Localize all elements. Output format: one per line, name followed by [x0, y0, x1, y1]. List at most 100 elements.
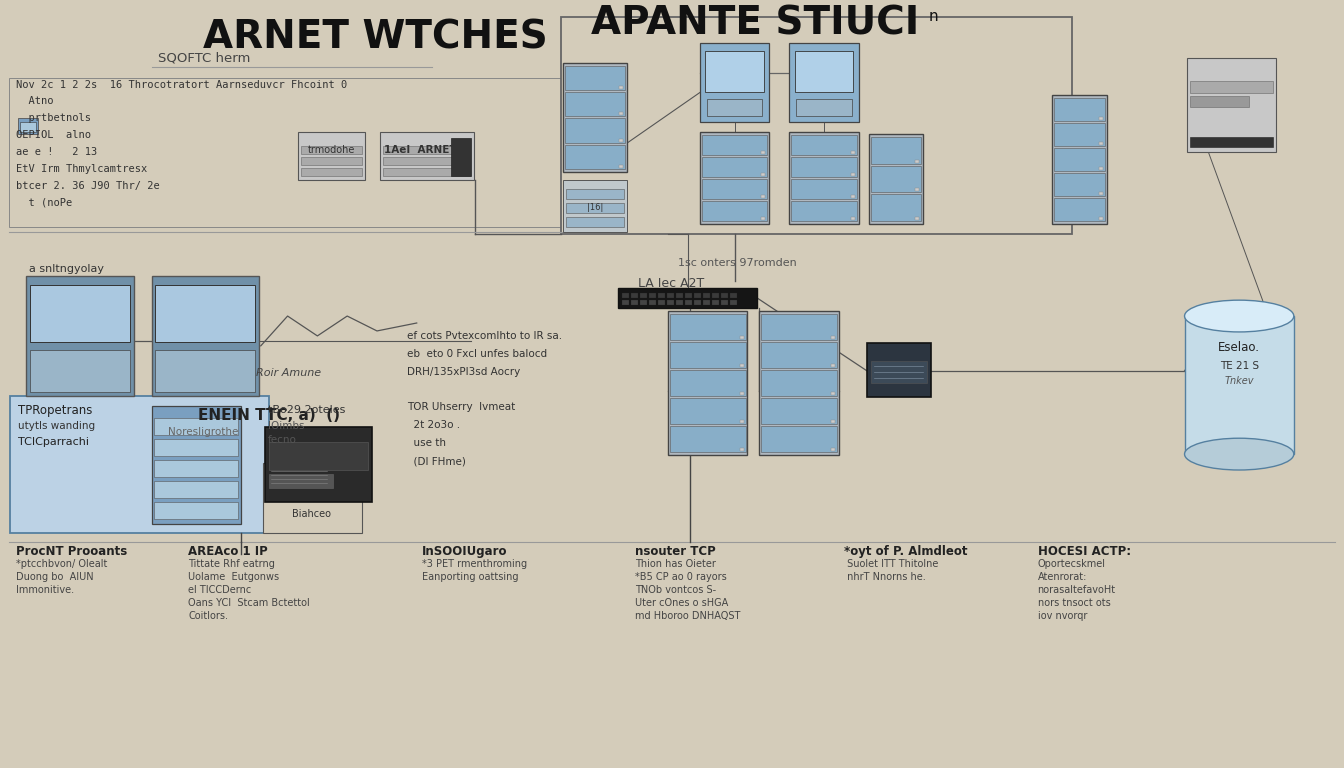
Bar: [739, 449, 743, 451]
Text: Uter cOnes o sHGA: Uter cOnes o sHGA: [636, 598, 728, 608]
Bar: [383, 168, 470, 176]
Bar: [762, 370, 837, 396]
Bar: [1099, 141, 1103, 144]
Bar: [792, 157, 856, 177]
Bar: [707, 98, 762, 116]
Bar: [851, 151, 855, 154]
Bar: [796, 98, 852, 116]
Bar: [266, 472, 356, 500]
Text: Coitlors.: Coitlors.: [188, 611, 228, 621]
Bar: [380, 132, 474, 180]
Bar: [702, 179, 767, 199]
Text: |16|: |16|: [587, 204, 603, 212]
Bar: [618, 288, 758, 308]
Bar: [31, 285, 129, 342]
Bar: [685, 293, 692, 298]
Text: *3 PET rmenthroming: *3 PET rmenthroming: [422, 559, 527, 569]
Bar: [566, 217, 625, 227]
Ellipse shape: [1184, 300, 1294, 332]
Bar: [702, 200, 767, 220]
Text: Eanporting oattsing: Eanporting oattsing: [422, 572, 519, 582]
Text: TPRopetrans: TPRopetrans: [19, 404, 93, 417]
Text: ENEIN TTC, a)  (): ENEIN TTC, a) (): [198, 408, 340, 423]
Text: use th: use th: [407, 439, 446, 449]
Text: Biahceo: Biahceo: [292, 508, 331, 518]
Bar: [620, 112, 624, 115]
Bar: [1055, 173, 1105, 196]
Bar: [20, 122, 36, 132]
Text: Tnkev: Tnkev: [1224, 376, 1254, 386]
Bar: [915, 160, 919, 163]
Bar: [702, 135, 767, 155]
Bar: [762, 195, 765, 198]
Text: Immonitive.: Immonitive.: [16, 585, 74, 595]
Bar: [301, 146, 362, 154]
Bar: [155, 419, 238, 435]
Bar: [762, 426, 837, 452]
Bar: [700, 43, 769, 122]
Bar: [1055, 98, 1105, 121]
Text: t (noPe: t (noPe: [16, 198, 73, 208]
Text: nsouter TCP: nsouter TCP: [636, 545, 716, 558]
Bar: [560, 17, 1073, 233]
Bar: [622, 293, 629, 298]
Bar: [566, 189, 625, 199]
Bar: [564, 118, 625, 143]
Bar: [1189, 95, 1249, 108]
Text: Uolame  Eutgonws: Uolame Eutgonws: [188, 572, 280, 582]
Bar: [831, 364, 835, 367]
Bar: [676, 300, 683, 305]
Bar: [671, 314, 746, 340]
Bar: [851, 217, 855, 220]
Bar: [789, 132, 859, 223]
Text: *oyt of P. Almdleot: *oyt of P. Almdleot: [844, 545, 968, 558]
Text: TNOb vontcos S-: TNOb vontcos S-: [636, 585, 716, 595]
Text: 1sc onters 97romden: 1sc onters 97romden: [677, 258, 797, 268]
Bar: [1099, 167, 1103, 170]
Bar: [152, 276, 259, 396]
Bar: [1052, 94, 1107, 223]
Text: TCICparrachi: TCICparrachi: [19, 437, 90, 447]
Bar: [566, 203, 625, 213]
Bar: [632, 300, 638, 305]
Text: trmodohe: trmodohe: [308, 145, 355, 155]
Bar: [915, 188, 919, 191]
Text: Eselao.: Eselao.: [1218, 341, 1261, 354]
Bar: [730, 300, 737, 305]
Bar: [659, 293, 665, 298]
Bar: [667, 300, 673, 305]
Text: norasaltefavoHt: norasaltefavoHt: [1038, 585, 1116, 595]
Bar: [11, 396, 269, 532]
Bar: [1189, 137, 1273, 147]
Text: Oportecskmel: Oportecskmel: [1038, 559, 1106, 569]
Bar: [632, 293, 638, 298]
Bar: [762, 151, 765, 154]
Bar: [720, 300, 727, 305]
Bar: [1055, 123, 1105, 146]
Bar: [739, 392, 743, 395]
Text: utytls wanding: utytls wanding: [19, 422, 95, 432]
Bar: [706, 51, 763, 92]
Bar: [739, 364, 743, 367]
Text: iov nvorqr: iov nvorqr: [1038, 611, 1087, 621]
Bar: [659, 300, 665, 305]
Bar: [649, 293, 656, 298]
Bar: [31, 349, 129, 392]
Text: Atenrorat:: Atenrorat:: [1038, 572, 1087, 582]
Text: tBo29 2oteles: tBo29 2oteles: [267, 406, 345, 415]
Bar: [700, 132, 769, 223]
Bar: [1055, 197, 1105, 220]
Bar: [563, 180, 628, 232]
Text: *B5 CP ao 0 rayors: *B5 CP ao 0 rayors: [636, 572, 727, 582]
Bar: [720, 293, 727, 298]
Text: *ptcchbvon/ Olealt: *ptcchbvon/ Olealt: [16, 559, 108, 569]
Bar: [564, 66, 625, 90]
Bar: [640, 300, 648, 305]
Bar: [671, 426, 746, 452]
Bar: [1189, 81, 1273, 93]
Text: a snltngyolay: a snltngyolay: [30, 264, 105, 274]
Bar: [269, 474, 333, 488]
Text: Suolet ITT Thitolne: Suolet ITT Thitolne: [844, 559, 938, 569]
Bar: [762, 173, 765, 176]
Text: el TICCDernc: el TICCDernc: [188, 585, 251, 595]
